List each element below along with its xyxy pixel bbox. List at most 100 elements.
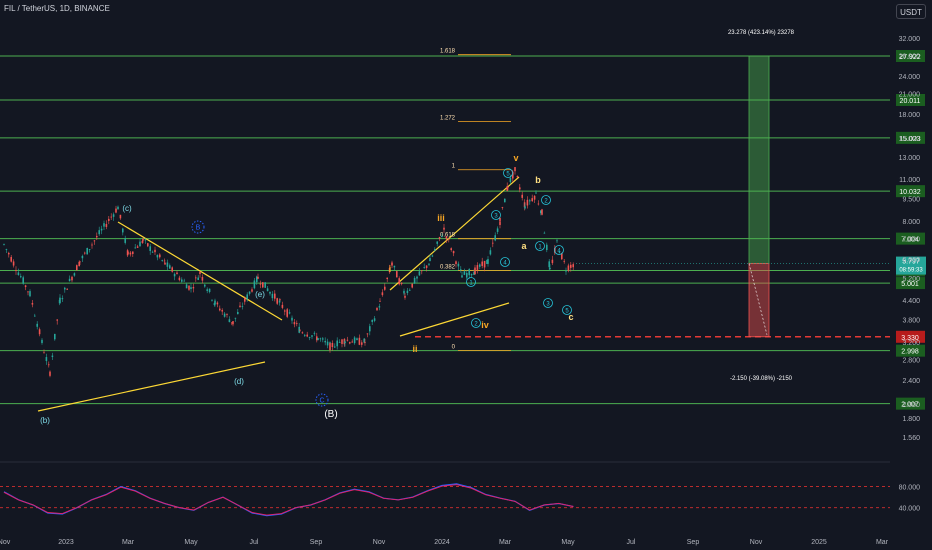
candle-body (66, 288, 68, 290)
fib-label: 1 (452, 164, 456, 170)
candle-body (363, 338, 365, 343)
candle-body (535, 192, 537, 194)
candle-body (173, 273, 176, 277)
candle-body (84, 252, 86, 254)
stop-stat-label: -2.150 (-39.08%) -2150 (730, 376, 793, 382)
horizontal-levels: 27.92220.01115.02310.0327.0045.5005.0012… (0, 50, 925, 410)
candle-body (253, 280, 256, 289)
candle-body (228, 319, 231, 323)
candle-body (356, 338, 358, 340)
candle-body (549, 267, 551, 269)
candle-body (136, 246, 139, 248)
candle-body (43, 352, 45, 354)
candle-body (206, 289, 208, 291)
currency-button[interactable]: USDT (896, 4, 926, 19)
y-tick-label: 2.000 (902, 402, 920, 409)
wave-circle-blue (191, 220, 205, 234)
candle-body (8, 252, 10, 255)
candle-body (61, 298, 64, 300)
candle-body (563, 260, 565, 262)
last-price-label: 5.797 (902, 259, 920, 266)
candle-body (284, 310, 286, 312)
fib-label: 1.272 (440, 116, 456, 122)
candle-body (211, 299, 213, 301)
y-tick-label: 32.000 (899, 36, 921, 43)
x-tick-label: May (561, 539, 575, 546)
wave-label-orange: v (513, 153, 518, 163)
candle-body (381, 292, 384, 296)
wave-circle-label: 1 (538, 245, 542, 251)
candle-body (185, 284, 188, 289)
rsi-level-label: 80.000 (899, 485, 921, 492)
level-price-tag (896, 344, 925, 357)
countdown-label: 08:59:33 (899, 268, 923, 274)
candle-body (105, 224, 108, 227)
candle-body (59, 297, 61, 303)
candle-body (12, 261, 15, 266)
candle-body (466, 273, 468, 278)
candle-body (504, 198, 506, 203)
y-tick-label: 3.200 (902, 340, 920, 347)
candle-body (336, 340, 338, 347)
x-tick-label: May (184, 539, 198, 546)
candle-body (129, 252, 132, 255)
candle-body (281, 304, 284, 308)
candle-body (132, 251, 134, 254)
candle-body (406, 290, 409, 294)
candle-body (274, 293, 276, 299)
stop-price-label: 3.330 (901, 335, 919, 342)
candle-body (127, 251, 129, 255)
candle-body (450, 248, 452, 251)
candle-body (36, 323, 38, 327)
candle-body (376, 307, 378, 311)
candle-body (199, 271, 201, 274)
candle-body (259, 283, 262, 285)
x-tick-label: Mar (499, 539, 512, 546)
candle-body (226, 314, 228, 315)
candle-body (296, 323, 298, 325)
wave-circle (535, 241, 545, 251)
candle-body (524, 206, 526, 209)
candle-body (351, 341, 353, 343)
candle-body (369, 326, 371, 332)
candle-body (144, 239, 147, 241)
candle-body (344, 341, 346, 344)
wave-circle-label: 1 (469, 281, 473, 287)
candle-body (239, 305, 241, 307)
x-tick-label: Jul (250, 539, 259, 546)
candle-body (460, 269, 462, 271)
trend-line (37, 361, 266, 412)
target-stat-label: 23.278 (423.14%) 23278 (728, 30, 795, 36)
candle-body (197, 277, 199, 280)
candle-body (551, 259, 554, 264)
candle-body (326, 341, 329, 346)
x-tick-label: 2023 (58, 539, 74, 546)
wave-label-orange: b (535, 175, 541, 185)
candle-body (156, 254, 159, 258)
candle-body (291, 317, 293, 321)
candle-body (361, 342, 363, 345)
candle-body (24, 285, 27, 288)
x-tick-label: Mar (122, 539, 135, 546)
candle-body (246, 294, 248, 300)
loss-zone (748, 263, 770, 338)
candle-body (499, 221, 501, 225)
candle-body (561, 253, 563, 260)
price-axis[interactable]: 32.000 28.000 24.000 21.000 18.000 15.000 13.0… (899, 36, 921, 442)
candle-body (41, 339, 43, 343)
candle-body (232, 321, 234, 325)
candle-body (154, 249, 156, 253)
candle-body (301, 332, 304, 334)
candle-body (540, 210, 542, 214)
time-axis[interactable]: Nov 2023 Mar May Jul Sep Nov 2024 Mar May Jul Sep No… (0, 539, 889, 546)
candle-body (409, 289, 411, 291)
level-price-tag (896, 131, 925, 144)
candle-body (22, 277, 24, 284)
candle-body (308, 337, 311, 338)
rsi-signal-line (3, 484, 574, 516)
fib-label: 0 (452, 345, 456, 351)
y-tick-label: 1.800 (902, 416, 920, 423)
candle-body (519, 187, 521, 190)
y-tick-label: 2.400 (902, 378, 920, 385)
